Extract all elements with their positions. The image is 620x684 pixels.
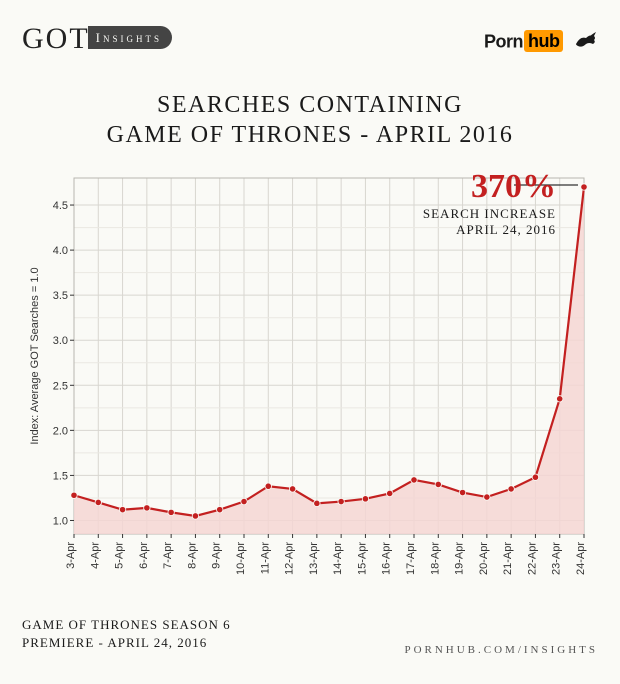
callout-annotation: 370% SEARCH INCREASE APRIL 24, 2016 [423, 168, 556, 238]
callout-text-2: APRIL 24, 2016 [423, 222, 556, 238]
svg-text:13-Apr: 13-Apr [308, 542, 320, 575]
svg-text:20-Apr: 20-Apr [478, 542, 490, 575]
dragon-icon [574, 30, 598, 55]
footer-caption-line-2: Premiere - April 24, 2016 [22, 634, 231, 652]
svg-text:3.5: 3.5 [53, 290, 68, 302]
header: GOTInsights Pornhub [0, 0, 620, 80]
callout-percent: 370% [423, 168, 556, 206]
svg-text:19-Apr: 19-Apr [454, 542, 466, 575]
svg-text:2.0: 2.0 [53, 425, 68, 437]
svg-text:5-Apr: 5-Apr [114, 542, 126, 569]
ph-logo-porn: Porn [484, 31, 523, 51]
footer-attribution: pornhub.com/insights [404, 644, 598, 656]
footer-caption-line-1: Game of Thrones Season 6 [22, 616, 231, 634]
svg-text:22-Apr: 22-Apr [526, 542, 538, 575]
got-insights-logo: GOTInsights [22, 22, 172, 56]
svg-text:12-Apr: 12-Apr [284, 542, 296, 575]
svg-text:7-Apr: 7-Apr [162, 542, 174, 569]
svg-text:9-Apr: 9-Apr [211, 542, 223, 569]
title-line-2: Game of Thrones - April 2016 [0, 120, 620, 150]
svg-text:17-Apr: 17-Apr [405, 542, 417, 575]
svg-text:Index: Average GOT Searches =: Index: Average GOT Searches = 1.0 [29, 267, 41, 444]
chart-area: 1.0 1.5 2.0 2.5 3.0 3.5 4.0 4.5 3-Apr 4-Apr 5-Apr 6… [22, 168, 598, 598]
svg-text:24-Apr: 24-Apr [575, 542, 587, 575]
footer-caption: Game of Thrones Season 6 Premiere - Apri… [22, 616, 231, 652]
svg-text:15-Apr: 15-Apr [356, 542, 368, 575]
chart-title: Searches Containing Game of Thrones - Ap… [0, 90, 620, 150]
svg-text:11-Apr: 11-Apr [259, 542, 271, 575]
svg-text:4-Apr: 4-Apr [89, 542, 101, 569]
svg-text:1.0: 1.0 [53, 515, 68, 527]
svg-text:4.5: 4.5 [53, 200, 68, 212]
callout-text-1: SEARCH INCREASE [423, 206, 556, 222]
svg-text:4.0: 4.0 [53, 245, 68, 257]
svg-text:10-Apr: 10-Apr [235, 542, 247, 575]
svg-text:14-Apr: 14-Apr [332, 542, 344, 575]
svg-text:18-Apr: 18-Apr [429, 542, 441, 575]
svg-text:3-Apr: 3-Apr [65, 542, 77, 569]
svg-text:21-Apr: 21-Apr [502, 542, 514, 575]
svg-text:6-Apr: 6-Apr [138, 542, 150, 569]
svg-text:1.5: 1.5 [53, 470, 68, 482]
svg-text:16-Apr: 16-Apr [381, 542, 393, 575]
footer: Game of Thrones Season 6 Premiere - Apri… [0, 606, 620, 676]
got-logo-sub: Insights [88, 26, 172, 49]
title-line-1: Searches Containing [0, 90, 620, 120]
pornhub-logo: Pornhub [484, 30, 598, 55]
got-logo-main: GOT [22, 22, 90, 55]
svg-text:8-Apr: 8-Apr [186, 542, 198, 569]
svg-text:2.5: 2.5 [53, 380, 68, 392]
svg-text:23-Apr: 23-Apr [551, 542, 563, 575]
ph-logo-hub: hub [524, 30, 564, 52]
svg-text:3.0: 3.0 [53, 335, 68, 347]
